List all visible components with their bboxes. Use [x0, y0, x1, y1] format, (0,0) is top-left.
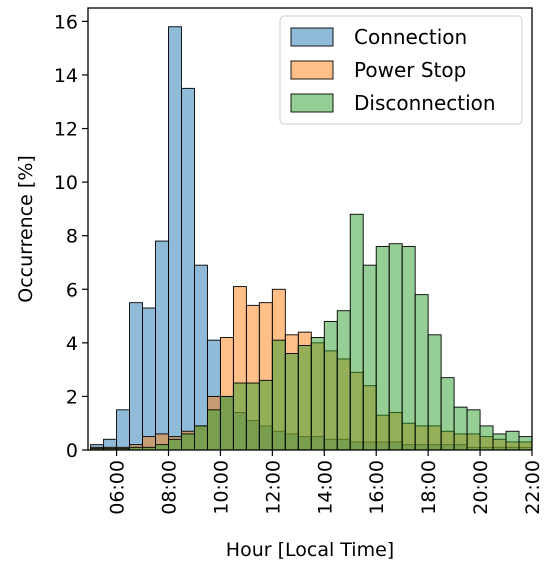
bar [271, 339, 286, 450]
x-tick-label: 22:00 [522, 460, 544, 515]
bar [116, 409, 130, 450]
bar [168, 438, 182, 450]
y-tick-label: 16 [54, 11, 78, 33]
y-tick-label: 6 [66, 279, 78, 301]
x-tick-label: 12:00 [262, 460, 284, 515]
bar [142, 307, 156, 450]
bar [129, 302, 143, 450]
bar [349, 213, 364, 450]
bar [194, 425, 208, 450]
bar [181, 433, 195, 450]
x-tick-label: 14:00 [314, 460, 336, 515]
legend-swatch [290, 60, 334, 80]
bar [388, 243, 403, 450]
legend-swatch [290, 93, 334, 113]
bar [401, 245, 416, 450]
plot-frame [87, 7, 533, 451]
bar [155, 240, 169, 450]
bar [297, 345, 312, 450]
bar [194, 264, 208, 450]
bar [453, 406, 468, 450]
y-axis-label: Occurrence [%] [15, 155, 37, 303]
x-tick-label: 08:00 [158, 460, 180, 515]
bar [518, 436, 532, 450]
y-tick-label: 8 [66, 226, 78, 248]
bar [505, 430, 520, 450]
y-tick-label: 12 [54, 119, 78, 141]
legend-items: Connection Power Stop Disconnection [290, 25, 496, 115]
bar [168, 26, 182, 450]
x-axis: 06:00 08:00 10:00 12:00 14:00 16:00 18:00 20:00… [107, 450, 544, 515]
bar [414, 294, 429, 450]
bar [323, 320, 338, 450]
bar [219, 395, 234, 450]
bar [310, 337, 325, 450]
bar [479, 425, 494, 450]
legend-swatch [290, 27, 334, 47]
x-tick-label: 18:00 [418, 460, 440, 515]
bars-layer [90, 26, 532, 450]
y-tick-label: 10 [54, 172, 78, 194]
bar [258, 379, 273, 450]
bar [492, 433, 507, 450]
y-axis: 0 2 4 6 8 10 12 14 16 [54, 11, 88, 462]
bar [362, 264, 377, 450]
bar [440, 377, 455, 450]
y-tick-label: 4 [66, 333, 78, 355]
y-tick-label: 14 [54, 65, 78, 87]
y-tick-label: 2 [66, 386, 78, 408]
x-tick-label: 16:00 [366, 460, 388, 515]
bar [375, 245, 390, 450]
x-tick-label: 20:00 [470, 460, 492, 515]
legend-label: Disconnection [354, 91, 496, 115]
x-tick-label: 10:00 [210, 460, 232, 515]
x-tick-label: 06:00 [107, 460, 129, 515]
bar [206, 409, 221, 450]
bar [466, 409, 481, 450]
legend: Connection Power Stop Disconnection [279, 15, 523, 125]
bar [181, 87, 195, 450]
series-disconnection [90, 213, 532, 450]
bar [284, 353, 299, 450]
legend-label: Power Stop [354, 58, 466, 82]
legend-label: Connection [354, 25, 467, 49]
bar [427, 334, 442, 450]
bar [232, 382, 247, 450]
bar [155, 444, 169, 450]
bar [245, 382, 260, 450]
legend-frame [279, 15, 523, 125]
y-tick-label: 0 [66, 440, 78, 462]
bar [336, 310, 351, 450]
x-axis-label: Hour [Local Time] [226, 539, 394, 561]
